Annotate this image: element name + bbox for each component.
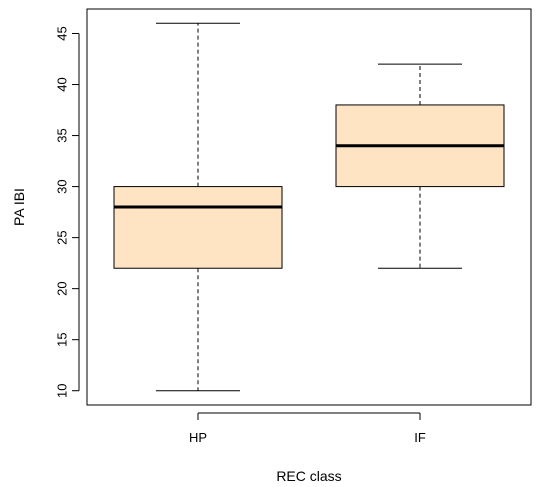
y-tick-label: 35 <box>55 128 70 142</box>
x-axis-title: REC class <box>276 468 341 484</box>
x-axis: HP IF <box>189 412 426 445</box>
y-tick-label: 15 <box>55 332 70 346</box>
boxes-group <box>113 22 505 392</box>
y-axis-title: PA IBI <box>11 188 27 226</box>
y-axis: 10 15 20 25 30 35 40 45 <box>55 26 80 398</box>
box-hp <box>113 22 283 392</box>
y-tick-label: 25 <box>55 230 70 244</box>
y-tick-label: 30 <box>55 179 70 193</box>
y-tick-label: 10 <box>55 383 70 397</box>
plot-frame <box>86 8 532 406</box>
y-tick-label: 20 <box>55 281 70 295</box>
x-tick-label: HP <box>189 430 207 445</box>
x-tick-label: IF <box>414 430 426 445</box>
interquartile-box <box>113 186 283 269</box>
y-tick-label: 40 <box>55 77 70 91</box>
y-tick-label: 45 <box>55 26 70 40</box>
box-if <box>335 63 505 269</box>
